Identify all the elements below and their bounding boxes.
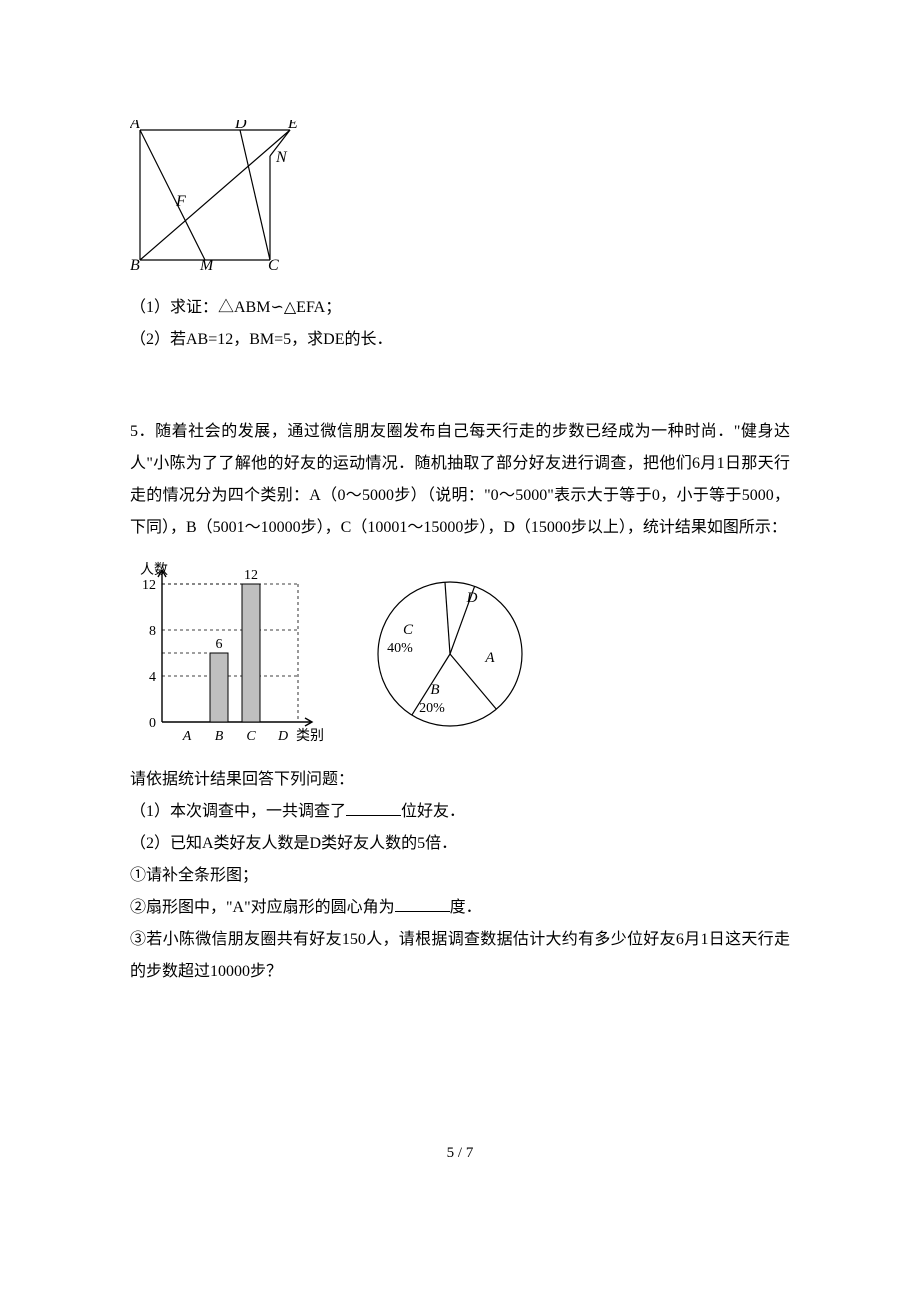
q5-intro: 5．随着社会的发展，通过微信朋友圈发布自己每天行走的步数已经成为一种时尚．"健身… — [130, 416, 790, 544]
svg-text:N: N — [275, 149, 288, 166]
svg-text:B: B — [215, 729, 224, 744]
pie-chart: A B 20% C 40% D — [350, 562, 540, 742]
svg-text:人数: 人数 — [140, 562, 168, 578]
q5-sub2-1: ①请补全条形图； — [130, 860, 790, 892]
svg-text:D: D — [466, 590, 478, 606]
spacer — [130, 356, 790, 416]
q5-sub1: （1）本次调查中，一共调查了 位好友． — [130, 796, 790, 828]
svg-text:12: 12 — [142, 578, 156, 593]
q5-sub2-2: ②扇形图中，"A"对应扇形的圆心角为 度． — [130, 892, 790, 924]
svg-text:4: 4 — [149, 670, 156, 685]
svg-text:0: 0 — [149, 716, 156, 731]
svg-text:8: 8 — [149, 624, 156, 639]
svg-text:A: A — [484, 650, 495, 666]
svg-text:C: C — [246, 729, 256, 744]
bar-chart: 04812人数类别A6B12CD — [130, 552, 330, 752]
q5-sub1-a: （1）本次调查中，一共调查了 — [130, 803, 346, 820]
svg-text:6: 6 — [216, 637, 223, 652]
svg-text:C: C — [268, 257, 279, 270]
svg-text:M: M — [199, 257, 215, 270]
charts-row: 04812人数类别A6B12CD AB20%C40%D — [130, 552, 790, 752]
blank-1 — [346, 799, 401, 816]
svg-text:E: E — [287, 120, 298, 132]
page-number: 5 / 7 — [130, 1138, 790, 1168]
geometry-figure: A B C D E M N F — [130, 120, 790, 282]
document-page: A B C D E M N F （1）求证：△ABM∽△EFA； （2）若AB=12，BM=5… — [0, 0, 920, 1228]
blank-2 — [395, 895, 450, 912]
svg-text:F: F — [175, 193, 186, 210]
q5-sub1-b: 位好友． — [401, 803, 465, 820]
svg-text:B: B — [130, 257, 140, 270]
svg-text:类别: 类别 — [296, 728, 324, 744]
q5-sub2-2a: ②扇形图中，"A"对应扇形的圆心角为 — [130, 899, 395, 916]
q5-after-charts: 请依据统计结果回答下列问题： — [130, 764, 790, 796]
q5-sub2-2b: 度． — [450, 899, 482, 916]
svg-text:40%: 40% — [387, 641, 413, 656]
svg-text:D: D — [234, 120, 247, 132]
q4-sub2: （2）若AB=12，BM=5，求DE的长． — [130, 324, 790, 356]
svg-text:A: A — [182, 729, 192, 744]
svg-text:20%: 20% — [419, 701, 445, 716]
geometry-svg: A B C D E M N F — [130, 120, 300, 270]
q5-sub2-3: ③若小陈微信朋友圈共有好友150人，请根据调查数据估计大约有多少位好友6月1日这… — [130, 924, 790, 988]
q5-sub2: （2）已知A类好友人数是D类好友人数的5倍． — [130, 828, 790, 860]
q4-sub1: （1）求证：△ABM∽△EFA； — [130, 292, 790, 324]
svg-text:B: B — [430, 682, 439, 698]
svg-text:A: A — [130, 120, 140, 132]
svg-text:D: D — [277, 729, 288, 744]
svg-text:12: 12 — [244, 568, 258, 583]
svg-text:C: C — [403, 622, 414, 638]
